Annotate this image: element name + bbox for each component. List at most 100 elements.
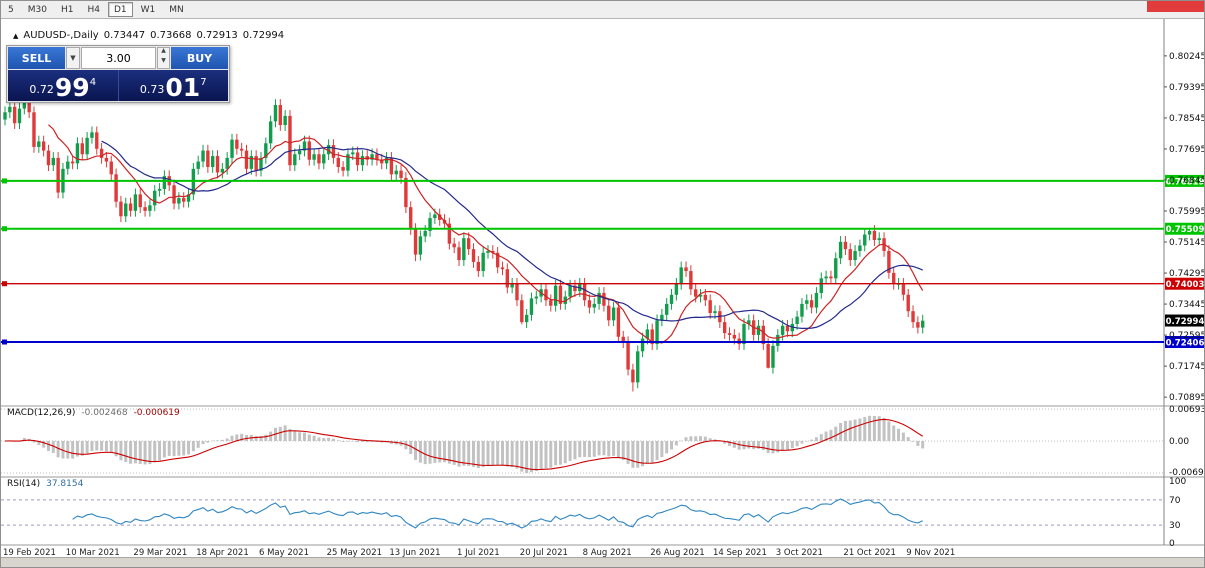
svg-text:100: 100 (1169, 477, 1186, 487)
rsi-name: RSI(14) (7, 479, 41, 489)
hline-0.74003-label-text: 0.74003 (1166, 280, 1205, 290)
svg-text:0.79395: 0.79395 (1169, 83, 1205, 93)
buy-price-button[interactable]: 0.73 01 7 (117, 70, 228, 102)
svg-text:0.77695: 0.77695 (1169, 145, 1205, 155)
panel-frame (1, 19, 1204, 546)
svg-text:0.78545: 0.78545 (1169, 114, 1205, 124)
rsi-line (72, 498, 923, 529)
buy-button[interactable]: BUY (171, 47, 228, 69)
volume-dropdown-icon[interactable]: ▼ (66, 47, 80, 69)
volume-input[interactable] (81, 47, 156, 69)
svg-text:70: 70 (1169, 496, 1181, 506)
rsi-panel: 100 70 30 0 (1, 477, 1186, 549)
bid-big-digits: 99 (54, 73, 90, 102)
svg-text:25 May 2021: 25 May 2021 (327, 548, 382, 557)
timeframe-button-W1[interactable]: W1 (140, 4, 156, 15)
sell-price-button[interactable]: 0.72 99 4 (8, 70, 118, 101)
svg-text:10 Mar 2021: 10 Mar 2021 (66, 548, 120, 557)
svg-text:20 Jul 2021: 20 Jul 2021 (520, 548, 568, 557)
current-price-label-text: 0.72994 (1166, 317, 1205, 327)
symbol-name: AUDUSD-,Daily (23, 30, 99, 41)
line-handle-icon[interactable] (2, 281, 7, 287)
svg-text:3 Oct 2021: 3 Oct 2021 (776, 548, 823, 557)
timeframe-toolbar: 5 M30 H1 H4 D1 W1 MN (1, 1, 1204, 19)
macd-panel: 0.006936 0.00 -0.006936 (1, 405, 1205, 478)
hline-0.74003-label (1165, 277, 1204, 290)
ask-pip-digit: 7 (200, 77, 207, 88)
horizontal-lines: 0.76819 0.75509 0.74003 0.72406 0.72994 (1, 174, 1205, 349)
symbol-marker-icon: ▲ (13, 32, 19, 40)
window-bottom-frame (1, 557, 1204, 567)
rsi-value: 37.8154 (46, 479, 84, 489)
rsi-indicator-label: RSI(14) 37.8154 (7, 479, 83, 489)
ma-fast-line (48, 124, 924, 344)
timeframe-button-MN[interactable]: MN (169, 4, 184, 15)
svg-text:0.76845: 0.76845 (1169, 176, 1205, 186)
macd-main-value: -0.002468 (81, 408, 128, 418)
hline-0.72406-label (1165, 336, 1204, 348)
svg-text:18 Apr 2021: 18 Apr 2021 (196, 548, 249, 557)
price-axis[interactable]: 0.80245 0.79395 0.78545 0.77695 0.76845 0.759… (1164, 52, 1205, 403)
stepper-down-icon[interactable]: ▼ (161, 57, 166, 64)
timeframe-button-H1[interactable]: H1 (60, 4, 74, 15)
sell-button[interactable]: SELL (8, 47, 65, 69)
line-handle-icon[interactable] (2, 178, 7, 184)
screen-corner-red (1147, 1, 1204, 12)
svg-text:14 Sep 2021: 14 Sep 2021 (713, 548, 767, 557)
svg-text:0.80245: 0.80245 (1169, 52, 1205, 62)
line-handle-icon[interactable] (2, 226, 7, 232)
timeframe-button-5[interactable]: 5 (8, 4, 14, 15)
moving-averages (48, 124, 924, 344)
svg-text:0.72595: 0.72595 (1169, 331, 1205, 341)
trade-controls-row: SELL ▼ ▲ ▼ BUY (8, 47, 228, 69)
ask-prefix: 0.73 (139, 83, 165, 96)
svg-text:21 Oct 2021: 21 Oct 2021 (843, 548, 896, 557)
svg-text:19 Feb 2021: 19 Feb 2021 (3, 548, 56, 557)
svg-text:1 Jul 2021: 1 Jul 2021 (457, 548, 500, 557)
macd-name: MACD(12,26,9) (7, 408, 76, 418)
macd-signal-line (4, 418, 923, 471)
svg-text:0.73445: 0.73445 (1169, 300, 1205, 310)
svg-text:0.74295: 0.74295 (1169, 269, 1205, 279)
svg-text:0.75995: 0.75995 (1169, 207, 1205, 217)
svg-text:6 May 2021: 6 May 2021 (259, 548, 309, 557)
chart-ohlc-header: ▲ AUDUSD-,Daily 0.73447 0.73668 0.72913 … (13, 30, 284, 41)
stepper-up-icon[interactable]: ▲ (161, 47, 166, 54)
hline-0.76819-label-text: 0.76819 (1166, 177, 1205, 187)
hline-0.76819-label (1165, 174, 1204, 187)
svg-text:0.70895: 0.70895 (1169, 393, 1205, 403)
timeframe-button-H4[interactable]: H4 (87, 4, 100, 15)
volume-stepper[interactable]: ▲ ▼ (157, 47, 170, 69)
svg-text:8 Aug 2021: 8 Aug 2021 (583, 548, 632, 557)
timeframe-button-D1[interactable]: D1 (107, 2, 133, 17)
ohlc-open: 0.73447 (103, 30, 146, 41)
bid-ask-row: 0.72 99 4 0.73 01 7 (8, 70, 228, 101)
macd-signal-value: -0.000619 (133, 408, 180, 418)
macd-indicator-label: MACD(12,26,9) -0.002468 -0.000619 (7, 408, 180, 418)
ohlc-close: 0.72994 (242, 30, 285, 41)
line-handle-icon[interactable] (2, 339, 7, 345)
current-price-label (1165, 314, 1204, 327)
svg-text:0.75145: 0.75145 (1169, 238, 1205, 248)
svg-text:13 Jun 2021: 13 Jun 2021 (389, 548, 440, 557)
ma-slow-line (101, 140, 923, 330)
ohlc-high: 0.73668 (150, 30, 192, 41)
price-chart-svg: 0.768190.755090.740030.724060.729940.802… (1, 19, 1205, 557)
ask-big-digits: 01 (165, 73, 201, 102)
date-axis[interactable]: 19 Feb 2021 10 Mar 2021 29 Mar 2021 18 Apr … (3, 548, 955, 557)
svg-text:0: 0 (1169, 539, 1175, 549)
svg-text:26 Aug 2021: 26 Aug 2021 (650, 548, 704, 557)
ohlc-low: 0.72913 (196, 30, 238, 41)
svg-text:0.00: 0.00 (1169, 437, 1189, 447)
svg-text:0.71745: 0.71745 (1169, 362, 1205, 372)
one-click-trading-panel: SELL ▼ ▲ ▼ BUY 0.72 99 4 0.73 01 7 (6, 45, 230, 103)
hline-0.72406-label-text: 0.72406 (1166, 339, 1205, 349)
timeframe-button-M30[interactable]: M30 (27, 4, 47, 15)
bid-prefix: 0.72 (29, 83, 54, 96)
svg-text:30: 30 (1169, 521, 1181, 531)
svg-text:-0.006936: -0.006936 (1169, 468, 1205, 478)
hline-0.75509-label (1165, 222, 1204, 235)
svg-text:9 Nov 2021: 9 Nov 2021 (906, 548, 955, 557)
svg-text:29 Mar 2021: 29 Mar 2021 (133, 548, 187, 557)
